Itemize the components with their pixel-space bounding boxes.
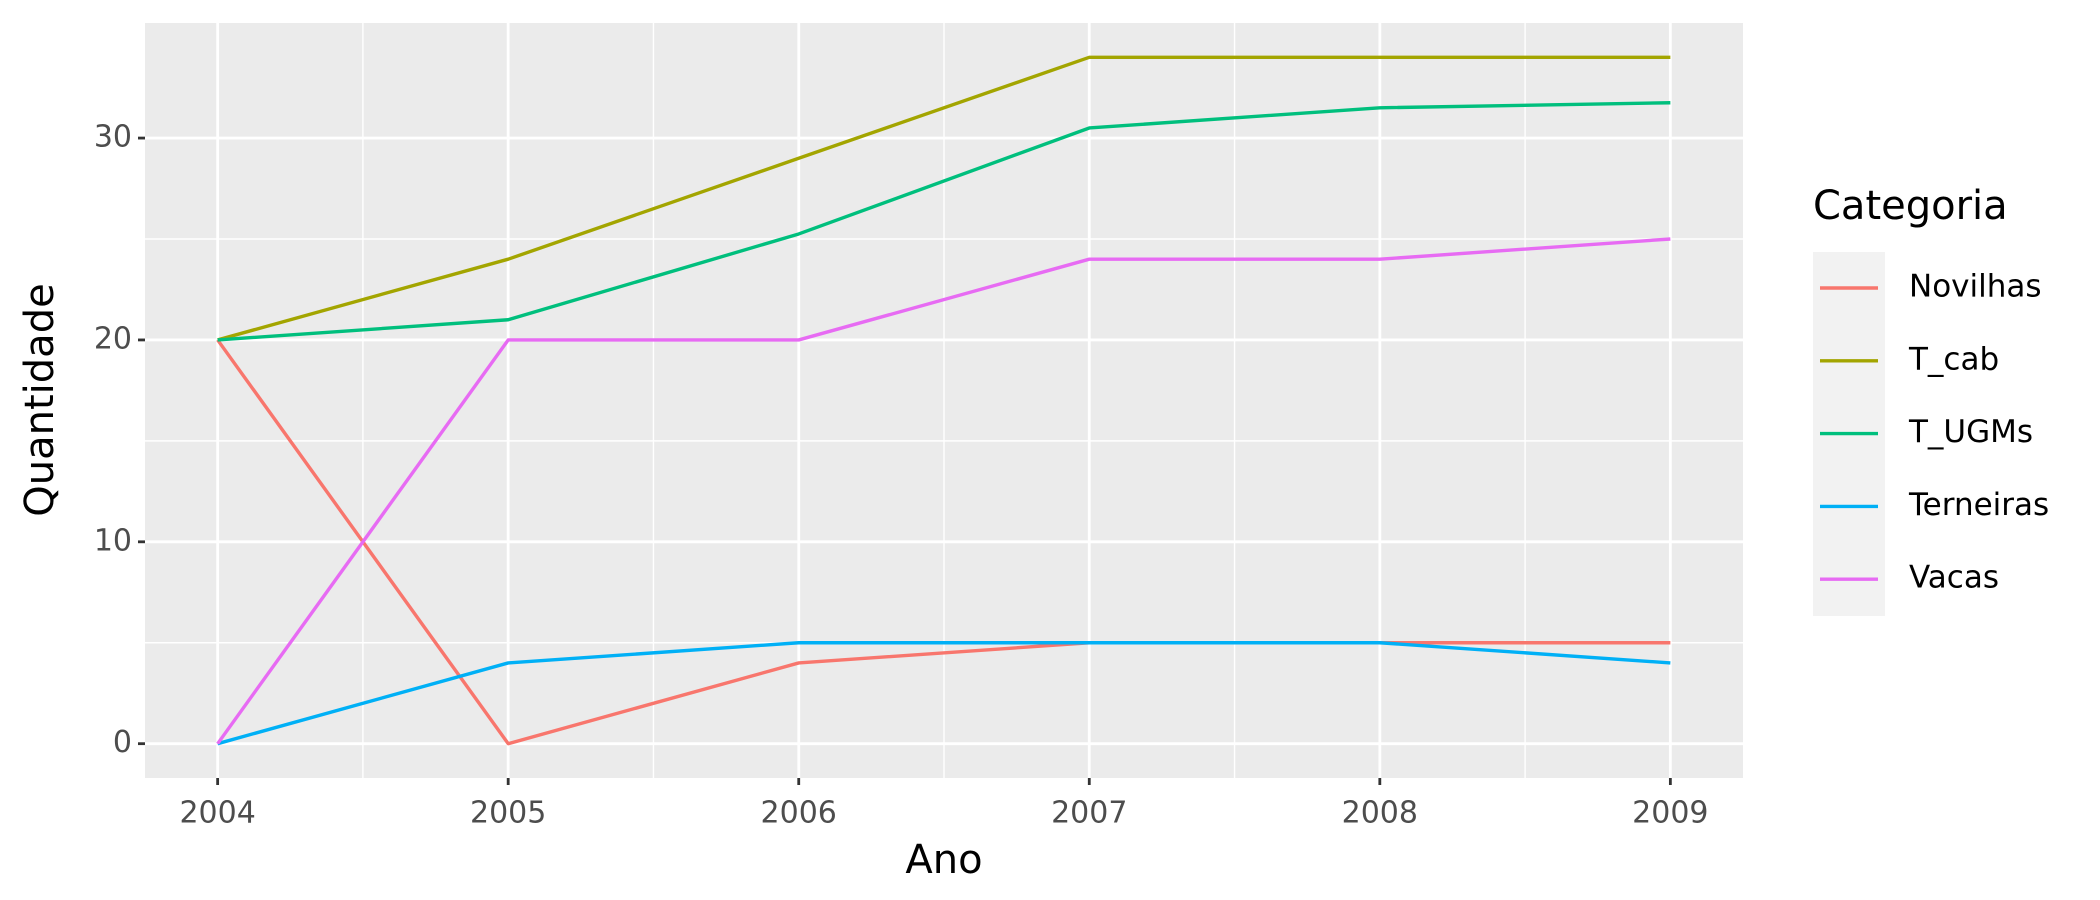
series-line	[217, 641, 1671, 746]
series-line	[217, 55, 1671, 342]
legend: Novilhas T_cab T_UGMs Terneiras Vacas	[1820, 269, 2049, 596]
legend-title: Categoria	[1813, 183, 2008, 229]
lines	[216, 55, 1671, 746]
legend-label: Vacas	[1909, 560, 1999, 596]
x-tick-label: 2006	[761, 796, 837, 831]
y-tick-label: 20	[94, 321, 132, 356]
y-tick-label: 30	[94, 120, 132, 155]
y-axis-title: Quantidade	[17, 283, 63, 516]
x-axis-title: Ano	[905, 837, 982, 883]
x-tick-label: 2007	[1051, 796, 1127, 831]
x-tick-label: 2004	[179, 796, 255, 831]
series-line	[217, 101, 1671, 342]
x-tick-label: 2005	[470, 796, 546, 831]
y-tick-label: 10	[94, 523, 132, 558]
series-line	[216, 237, 1671, 745]
x-tick-label: 2009	[1632, 796, 1708, 831]
legend-label: Novilhas	[1909, 269, 2042, 305]
legend-label: T_UGMs	[1908, 414, 2033, 450]
legend-label: Terneiras	[1908, 487, 2049, 523]
legend-label: T_cab	[1908, 341, 1999, 377]
grid	[145, 23, 1743, 778]
y-tick-label: 0	[113, 725, 132, 760]
x-tick-label: 2008	[1342, 796, 1418, 831]
